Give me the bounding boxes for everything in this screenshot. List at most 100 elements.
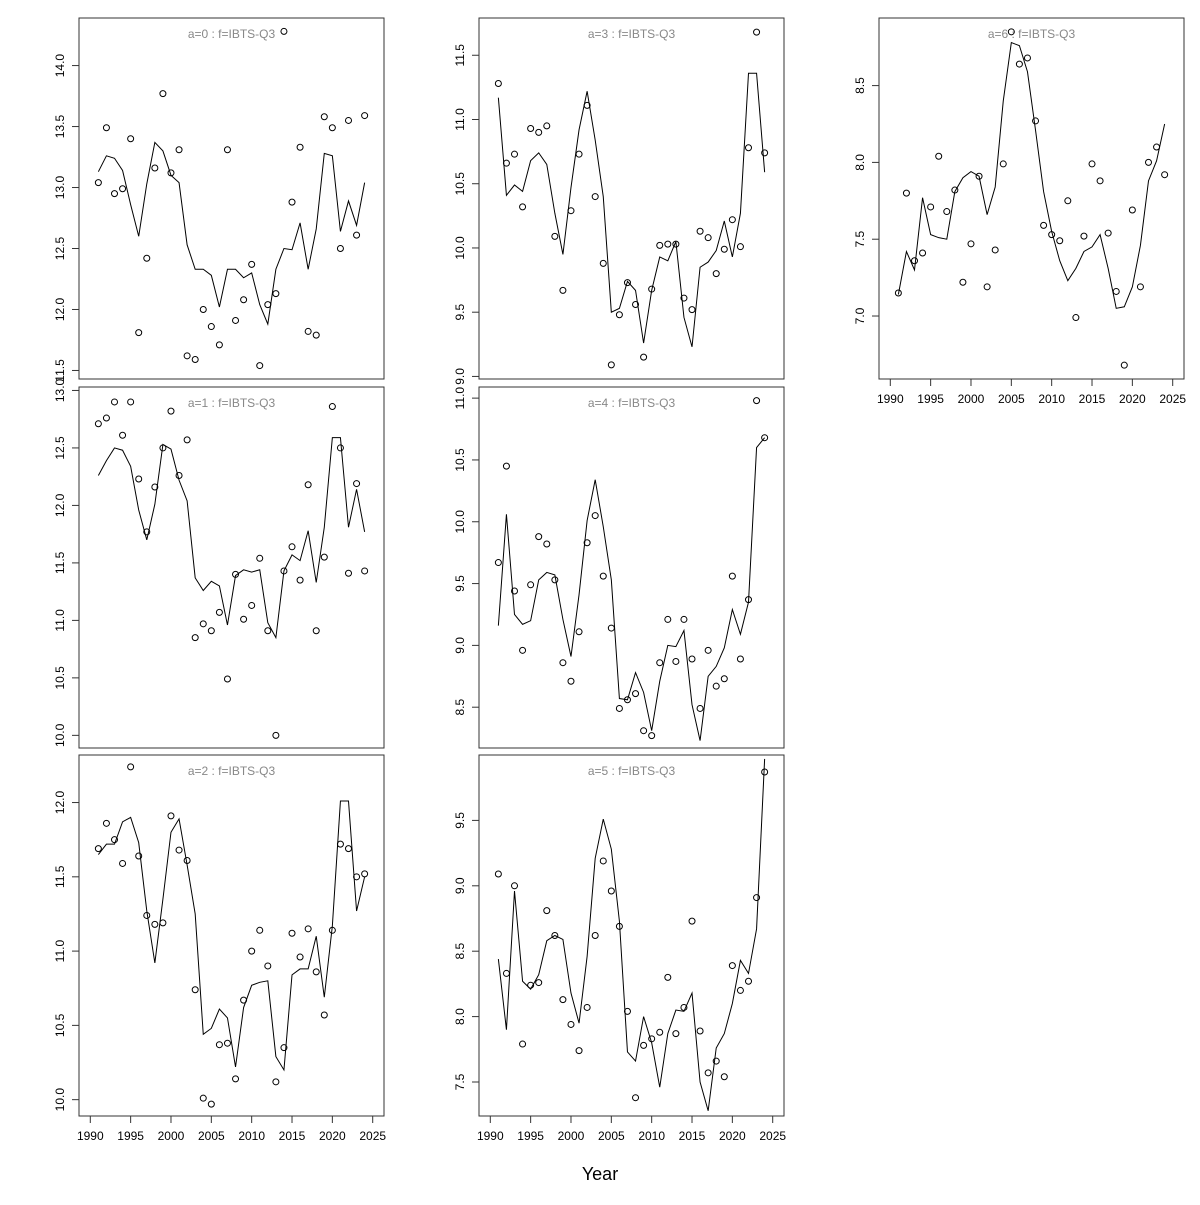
data-point: [127, 398, 135, 406]
data-point: [712, 270, 720, 278]
data-point: [607, 887, 615, 895]
data-point: [688, 917, 696, 925]
data-point: [151, 483, 159, 491]
data-point: [656, 1028, 664, 1036]
x-tick-label: 2025: [1159, 392, 1186, 406]
data-point: [1023, 54, 1031, 62]
y-tick-label: 7.0: [853, 307, 867, 324]
y-tick-label: 10.5: [53, 666, 67, 690]
data-point: [623, 279, 631, 287]
x-axis-label: Year: [582, 1164, 618, 1184]
data-point: [672, 1030, 680, 1038]
data-point: [672, 657, 680, 665]
data-point: [728, 216, 736, 224]
data-point: [632, 300, 640, 308]
data-point: [167, 407, 175, 415]
data-point: [127, 135, 135, 143]
data-point: [991, 246, 999, 254]
data-point: [159, 90, 167, 98]
data-point: [94, 179, 102, 187]
data-point: [535, 128, 543, 136]
data-point: [191, 986, 199, 994]
data-point: [280, 27, 288, 35]
data-point: [1112, 287, 1120, 295]
data-point: [927, 203, 935, 211]
data-point: [296, 576, 304, 584]
panel-title: a=3 : f=IBTS-Q3: [588, 27, 676, 41]
data-point: [728, 572, 736, 580]
data-point: [1072, 314, 1080, 322]
data-point: [328, 124, 336, 132]
data-point: [312, 331, 320, 339]
data-point: [167, 812, 175, 820]
panel-title: a=6 : f=IBTS-Q3: [988, 27, 1076, 41]
data-point: [720, 245, 728, 253]
data-point: [902, 189, 910, 197]
data-point: [280, 1044, 288, 1052]
data-point: [207, 323, 215, 331]
y-tick-label: 8.5: [453, 699, 467, 716]
data-point: [712, 1057, 720, 1065]
data-point: [183, 352, 191, 360]
data-point: [696, 227, 704, 235]
x-tick-label: 2025: [759, 1129, 786, 1143]
data-point: [272, 1078, 280, 1086]
data-point: [1136, 283, 1144, 291]
x-tick-label: 1995: [117, 1129, 144, 1143]
y-tick-label: 13.0: [53, 176, 67, 200]
x-tick-label: 2020: [719, 1129, 746, 1143]
data-point: [207, 1100, 215, 1108]
y-tick-label: 12.5: [53, 237, 67, 261]
data-point: [361, 112, 369, 120]
data-point: [591, 512, 599, 520]
data-point: [127, 763, 135, 771]
data-point: [943, 208, 951, 216]
data-point: [1104, 229, 1112, 237]
data-point: [680, 294, 688, 302]
data-point: [296, 953, 304, 961]
y-tick-label: 12.0: [53, 791, 67, 815]
x-tick-label: 2000: [158, 1129, 185, 1143]
data-point: [336, 840, 344, 848]
y-tick-label: 10.5: [53, 1013, 67, 1037]
data-point: [1015, 60, 1023, 68]
data-point: [615, 311, 623, 319]
data-point: [256, 926, 264, 934]
data-point: [959, 278, 967, 286]
data-point: [664, 240, 672, 248]
x-tick-label: 1995: [917, 392, 944, 406]
data-point: [199, 305, 207, 313]
data-point: [720, 675, 728, 683]
data-point: [559, 659, 567, 667]
data-point: [143, 254, 151, 262]
panel-frame: [878, 17, 1185, 380]
data-point: [575, 1047, 583, 1055]
data-point: [1161, 171, 1169, 179]
data-point: [159, 919, 167, 927]
x-tick-label: 2015: [679, 1129, 706, 1143]
data-point: [975, 172, 983, 180]
data-point: [999, 160, 1007, 168]
y-tick-label: 11.0: [453, 108, 467, 131]
data-point: [664, 615, 672, 623]
panel-frame: [78, 754, 385, 1117]
data-point: [288, 929, 296, 937]
y-tick-label: 11.0: [53, 940, 67, 963]
y-tick-label: 14.0: [53, 54, 67, 78]
data-point: [712, 682, 720, 690]
y-tick-label: 7.5: [453, 1073, 467, 1090]
x-tick-label: 1990: [77, 1129, 104, 1143]
data-point: [494, 559, 502, 567]
data-point: [919, 249, 927, 257]
data-point: [296, 143, 304, 151]
panel-title: a=0 : f=IBTS-Q3: [188, 27, 276, 41]
x-tick-label: 2005: [998, 392, 1025, 406]
data-point: [502, 462, 510, 470]
data-point: [728, 962, 736, 970]
y-tick-label: 11.0: [453, 387, 467, 410]
x-tick-label: 2010: [1038, 392, 1065, 406]
data-point: [543, 907, 551, 915]
data-point: [240, 615, 248, 623]
data-point: [304, 925, 312, 933]
